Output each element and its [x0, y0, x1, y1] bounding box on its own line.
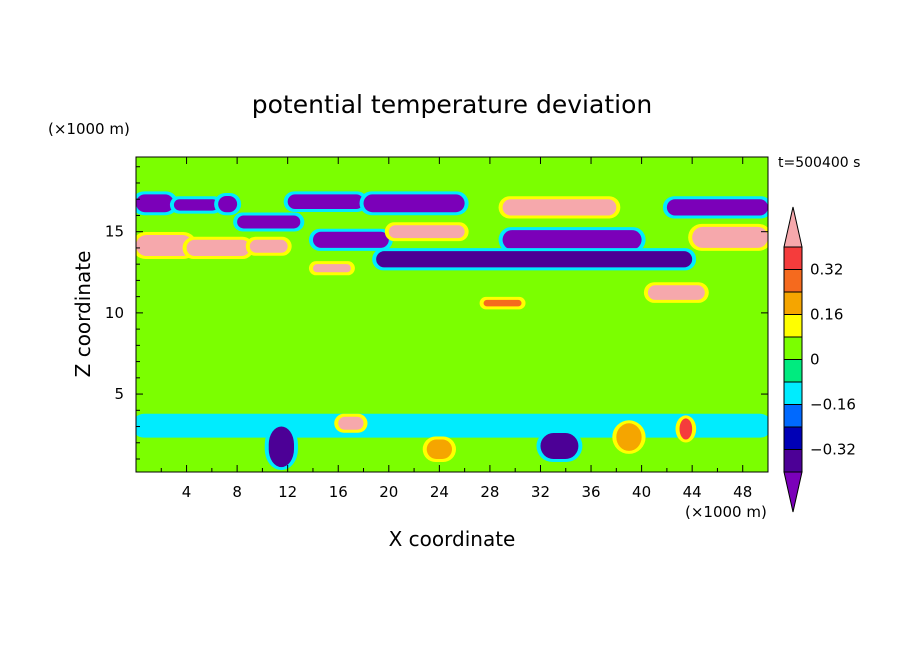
x-tick-label: 28 — [480, 483, 499, 501]
y-tick-label: 10 — [105, 304, 124, 322]
x-tick-label: 24 — [430, 483, 449, 501]
colorbar-bottom-arrow — [783, 471, 803, 513]
colorbar-box — [783, 449, 803, 473]
x-tick-label: 40 — [632, 483, 651, 501]
contour-region — [312, 231, 389, 248]
colorbar-box — [783, 314, 803, 338]
colorbar-box — [783, 426, 803, 450]
colorbar-box — [783, 381, 803, 405]
colorbar: 0.32 0.16 0 −0.16 −0.32 — [783, 206, 856, 513]
colorbar-box — [783, 291, 803, 315]
contour-region — [502, 199, 617, 216]
x-tick-label: 4 — [182, 483, 192, 501]
colorbar-box — [783, 359, 803, 383]
contour-region — [388, 225, 465, 239]
contour-region — [692, 226, 768, 248]
y-tick-label: 15 — [105, 223, 124, 241]
contour-region — [186, 239, 250, 257]
x-axis: 4 8 12 16 20 24 28 32 36 40 44 48 — [160, 157, 752, 501]
x-tick-label: 44 — [683, 483, 702, 501]
colorbar-label: −0.16 — [810, 396, 856, 414]
x-tick-label: 32 — [531, 483, 550, 501]
contour-region — [647, 285, 705, 300]
contour-region — [287, 194, 364, 209]
colorbar-label: 0.16 — [810, 306, 843, 324]
x-tick-label: 12 — [278, 483, 297, 501]
contour-region — [540, 433, 579, 460]
contour-region — [136, 194, 174, 213]
colorbar-label: 0 — [810, 351, 820, 369]
x-tick-label: 8 — [232, 483, 242, 501]
contour-region — [173, 199, 219, 211]
y-tick-label: 5 — [114, 385, 124, 403]
contour-region — [376, 251, 693, 268]
contour-region — [249, 239, 288, 253]
contour-region — [338, 416, 364, 430]
x-tick-label: 16 — [329, 483, 348, 501]
colorbar-label: −0.32 — [810, 441, 856, 459]
contour-region — [679, 418, 693, 440]
contour-region — [483, 299, 522, 307]
colorbar-label: 0.32 — [810, 261, 843, 279]
contour-region — [616, 423, 642, 451]
contour-region — [666, 199, 768, 216]
time-label: t=500400 s — [778, 155, 860, 171]
contour-region — [426, 439, 452, 460]
contour-region — [218, 195, 238, 213]
contour-region — [312, 264, 351, 273]
colorbar-box — [783, 404, 803, 428]
colorbar-box — [783, 269, 803, 293]
colorbar-top-arrow — [783, 206, 803, 248]
contour-region — [136, 234, 193, 257]
x-tick-label: 48 — [733, 483, 752, 501]
x-axis-label: X coordinate — [389, 527, 516, 551]
y-axis: 5 10 15 — [105, 166, 768, 460]
x-tick-label: 36 — [581, 483, 600, 501]
contour-region — [363, 194, 465, 213]
contour-region — [237, 215, 301, 229]
contour-region — [268, 426, 294, 468]
y-axis-label: Z coordinate — [71, 251, 95, 378]
contour-region — [136, 416, 768, 435]
contour-features — [136, 191, 768, 471]
plot-frame — [135, 156, 769, 473]
x-tick-label: 20 — [379, 483, 398, 501]
colorbar-box — [783, 246, 803, 270]
contour-region — [502, 230, 642, 250]
y-units-label: (×1000 m) — [48, 120, 130, 138]
colorbar-box — [783, 336, 803, 360]
x-units-label: (×1000 m) — [685, 503, 767, 521]
chart-title: potential temperature deviation — [252, 90, 652, 119]
